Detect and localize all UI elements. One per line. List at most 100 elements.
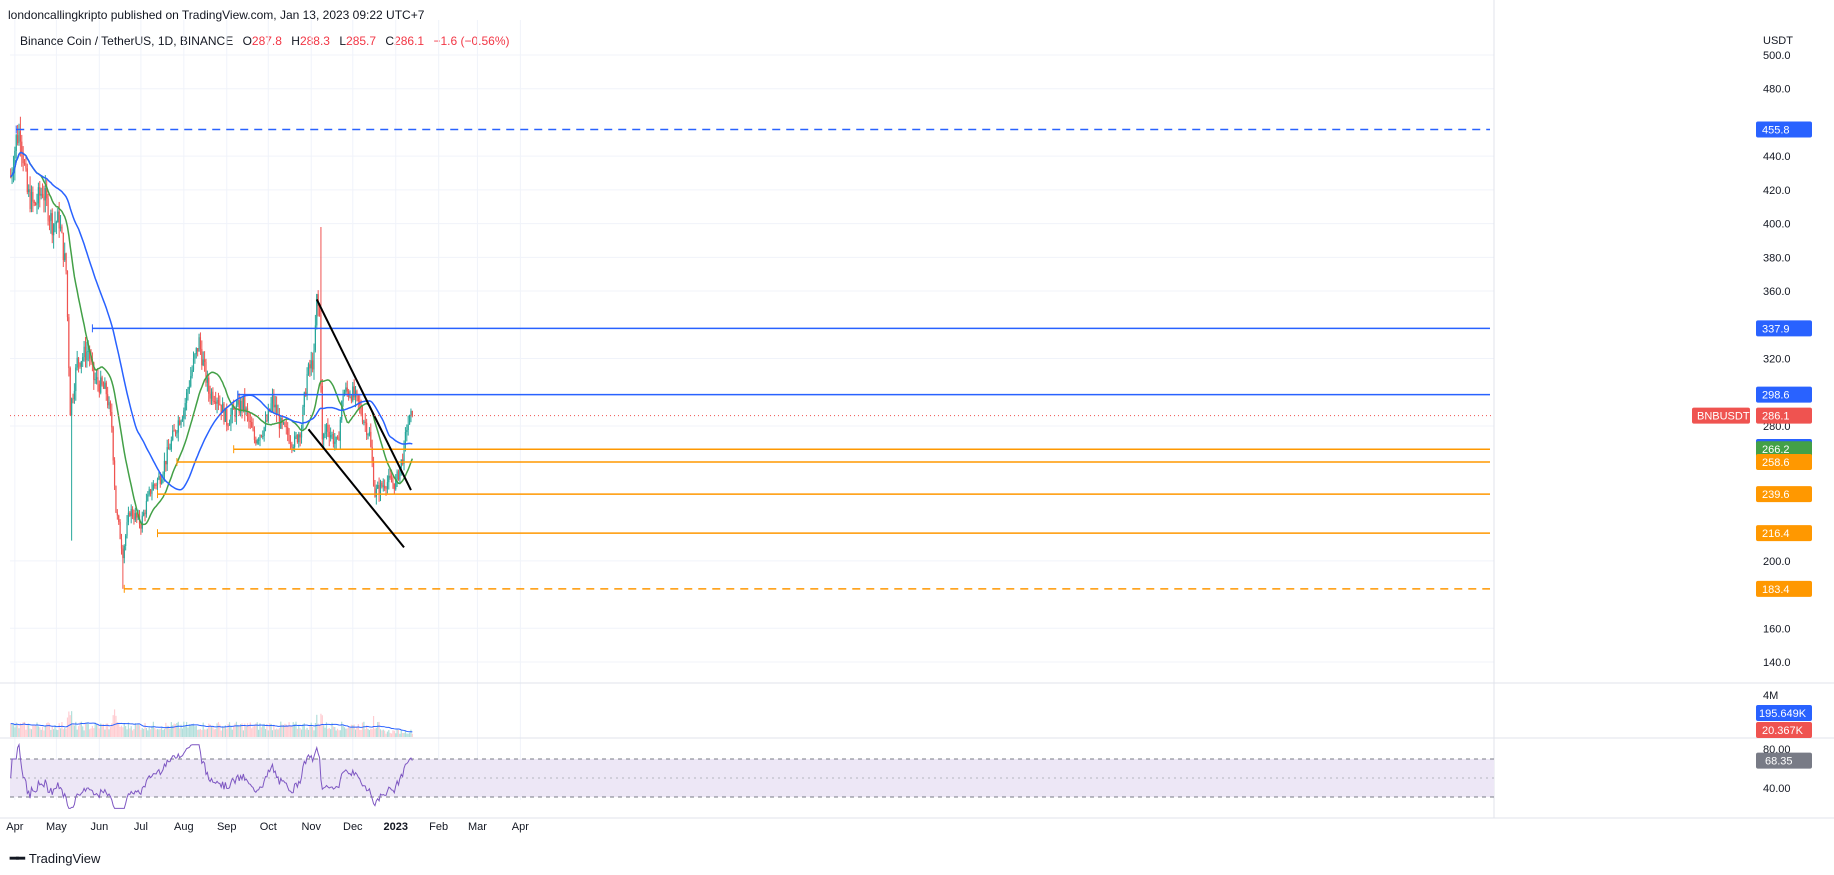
- volume-bar: [15, 722, 17, 737]
- candle-up: [395, 474, 397, 491]
- candle-up: [151, 482, 153, 501]
- candle-body: [154, 484, 156, 486]
- volume-bar: [244, 723, 246, 737]
- candle-down: [113, 457, 116, 491]
- volume-bar: [65, 728, 67, 737]
- candle-body: [396, 471, 398, 480]
- candle-body: [66, 270, 69, 318]
- candle-body: [95, 377, 98, 380]
- candle-down: [48, 215, 51, 231]
- candle-body: [370, 431, 372, 447]
- candle-up: [125, 533, 127, 551]
- candle-body: [270, 403, 272, 412]
- candle-down: [336, 435, 339, 440]
- volume-bar: [202, 722, 204, 737]
- volume-bar: [73, 725, 76, 737]
- candle-body: [345, 387, 347, 393]
- candle-body: [144, 512, 146, 515]
- candle-up: [86, 341, 88, 368]
- candle-body: [156, 479, 159, 486]
- candle-body: [120, 539, 123, 549]
- volume-last-badge-label: 20.367K: [1762, 725, 1804, 737]
- volume-bar: [288, 722, 290, 737]
- candle-up: [166, 439, 168, 471]
- price-tick-label: 320.0: [1763, 354, 1791, 366]
- candle-body: [86, 351, 88, 361]
- candle-up: [206, 370, 208, 392]
- candle-down: [276, 396, 278, 423]
- candle-body: [93, 362, 95, 380]
- volume-bar: [120, 725, 123, 737]
- candle-body: [316, 294, 318, 326]
- volume-bar: [84, 722, 87, 737]
- price-badge: 455.8: [1756, 121, 1812, 138]
- candle-up: [59, 214, 62, 232]
- volume-bar: [260, 727, 262, 737]
- volume-bar: [122, 727, 124, 737]
- candle-body: [330, 435, 332, 438]
- volume-bar: [397, 729, 400, 737]
- candle-down: [26, 163, 28, 195]
- candle-body: [234, 409, 236, 418]
- volume-bar: [285, 724, 287, 737]
- candle-up: [64, 242, 66, 262]
- volume-bar: [382, 729, 384, 737]
- candle-body: [282, 422, 285, 424]
- candle-body: [367, 434, 369, 436]
- candle-body: [97, 377, 99, 385]
- volume-bar: [154, 727, 156, 737]
- candle-body: [263, 427, 265, 436]
- volume-bar: [280, 721, 282, 737]
- candle-up: [363, 419, 365, 426]
- candle-down: [371, 439, 373, 468]
- candle-body: [224, 408, 226, 422]
- volume-bar: [284, 723, 286, 737]
- candle-body: [28, 189, 30, 193]
- volume-bar: [133, 729, 135, 737]
- symbol-name[interactable]: Binance Coin / TetherUS, 1D, BINANCE: [20, 34, 234, 48]
- candle-body: [100, 377, 102, 393]
- candle-down: [327, 418, 329, 437]
- candle-up: [316, 293, 318, 330]
- time-tick-label: Apr: [6, 821, 23, 833]
- volume-bar: [151, 725, 153, 737]
- volume-bar: [176, 723, 178, 737]
- volume-bar: [79, 722, 81, 737]
- candle-up: [172, 425, 174, 442]
- volume-bar: [149, 729, 152, 737]
- volume-bar: [342, 725, 344, 737]
- candle-body: [220, 404, 222, 413]
- candle-up: [406, 424, 408, 442]
- volume-bar: [404, 730, 407, 737]
- candle-down: [155, 482, 157, 490]
- candle-body: [276, 404, 278, 416]
- candle-down: [61, 224, 63, 234]
- candle-up: [14, 146, 16, 181]
- candle-body: [68, 317, 70, 369]
- price-badge: 337.9: [1756, 320, 1812, 337]
- candle-down: [129, 511, 131, 517]
- symbol-legend[interactable]: Binance Coin / TetherUS, 1D, BINANCE O28…: [20, 34, 510, 48]
- volume-bar: [278, 728, 280, 737]
- volume-bar: [159, 728, 161, 737]
- candle-body: [94, 379, 96, 381]
- volume-bar: [46, 723, 48, 737]
- candle-up: [216, 397, 218, 414]
- candle-body: [131, 508, 134, 517]
- candle-up: [339, 416, 341, 450]
- tradingview-logo[interactable]: ━━ TradingView: [10, 850, 100, 867]
- volume-bar: [23, 721, 26, 737]
- volume-bar: [179, 728, 181, 737]
- candle-body: [194, 354, 196, 359]
- candle-body: [179, 420, 181, 425]
- volume-bar: [144, 722, 146, 737]
- volume-bar: [50, 729, 52, 737]
- candle-up: [170, 436, 172, 452]
- candle-up: [335, 436, 337, 450]
- volume-bar: [98, 728, 100, 737]
- volume-bar: [119, 726, 121, 737]
- candle-up: [256, 438, 258, 445]
- volume-bar: [101, 724, 103, 737]
- volume-bar: [242, 730, 244, 737]
